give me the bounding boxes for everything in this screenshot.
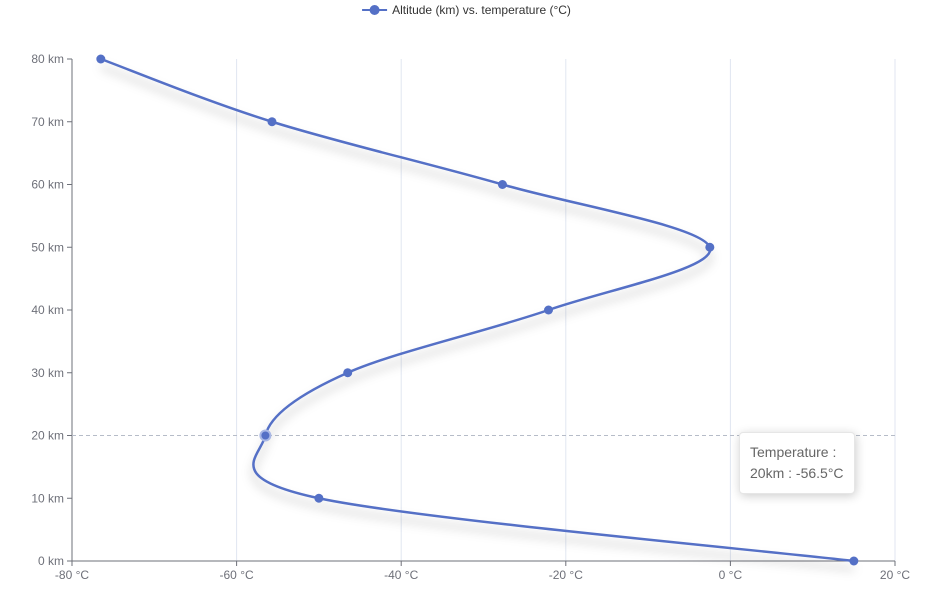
y-tick-label: 70 km (31, 115, 64, 129)
data-point[interactable] (343, 368, 353, 378)
data-points[interactable] (96, 54, 859, 566)
x-tick-label: -60 °C (220, 568, 254, 582)
data-point[interactable] (267, 117, 277, 127)
legend[interactable]: Altitude (km) vs. temperature (°C) (362, 3, 571, 17)
x-tick-label: -20 °C (549, 568, 583, 582)
data-point[interactable] (497, 180, 507, 189)
data-point[interactable] (705, 242, 715, 252)
x-tick-label: -80 °C (55, 568, 89, 582)
y-tick-label: 0 km (38, 554, 64, 568)
y-tick-label: 60 km (31, 178, 64, 192)
grid-lines (236, 59, 896, 561)
axes: 0 km 10 km 20 km 30 km 40 km 50 km 60 km 70 km 8… (31, 52, 910, 582)
data-point[interactable] (314, 493, 324, 503)
legend-marker-icon[interactable] (369, 5, 380, 15)
data-point[interactable] (849, 556, 859, 566)
data-point-highlighted[interactable] (259, 429, 272, 442)
data-point[interactable] (96, 54, 106, 64)
tooltip-value: 20km : -56.5°C (750, 465, 844, 481)
y-tick-label: 20 km (31, 429, 64, 443)
y-tick-label: 30 km (31, 366, 64, 380)
y-tick-label: 50 km (31, 240, 64, 254)
tooltip: Temperature : 20km : -56.5°C (739, 432, 855, 494)
y-tick-label: 40 km (31, 303, 64, 317)
y-tick-label: 80 km (31, 52, 64, 66)
y-tick-label: 10 km (31, 491, 64, 505)
x-tick-label: -40 °C (384, 568, 418, 582)
x-tick-label: 20 °C (880, 568, 910, 582)
tooltip-title: Temperature : (750, 444, 837, 460)
x-tick-label: 0 °C (719, 568, 743, 582)
data-point[interactable] (544, 305, 554, 315)
legend-label[interactable]: Altitude (km) vs. temperature (°C) (392, 3, 571, 17)
